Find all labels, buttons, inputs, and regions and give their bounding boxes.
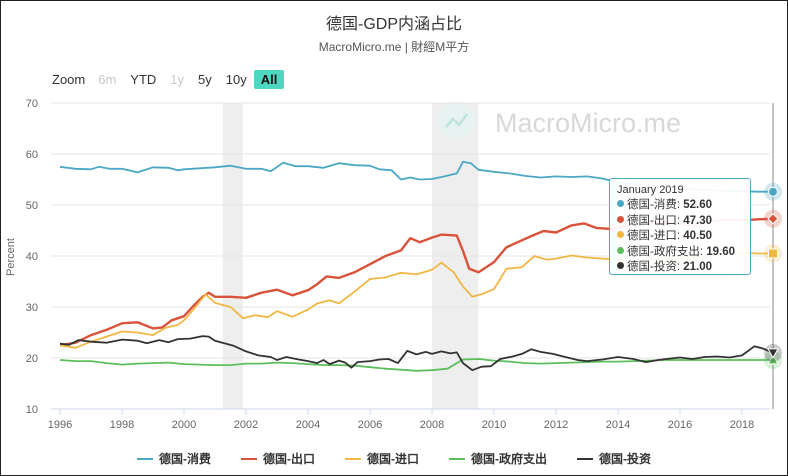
- legend-swatch: [577, 457, 593, 460]
- tooltip-dot-icon: [617, 262, 624, 269]
- watermark: MacroMicro.me: [437, 102, 681, 140]
- y-tick-label-30: 30: [26, 302, 38, 314]
- y-tick-label-70: 70: [26, 98, 38, 110]
- zoom-ytd-button[interactable]: YTD: [130, 71, 157, 87]
- y-tick-label-10: 10: [26, 404, 38, 416]
- tooltip-row-imports: 德国-进口: 40.50: [617, 229, 743, 245]
- chart-subtitle: MacroMicro.me | 財經M平方: [318, 40, 470, 54]
- y-tick-label-50: 50: [26, 200, 38, 212]
- zoom-1y-button[interactable]: 1y: [170, 71, 185, 87]
- hover-marker-1: [767, 213, 779, 225]
- tooltip-row-investment: 德国-投资: 21.00: [617, 260, 743, 276]
- tooltip-dot-icon: [617, 246, 624, 254]
- hover-marker-4: [767, 348, 779, 359]
- grid-lines: [51, 102, 770, 359]
- x-tick-label-1996: 1996: [48, 419, 72, 431]
- legend-item-government[interactable]: 德国-政府支出: [449, 450, 547, 467]
- x-tick-label-1998: 1998: [110, 419, 134, 431]
- legend-swatch: [137, 457, 153, 460]
- series-line-4: [59, 335, 774, 372]
- legend-swatch: [241, 457, 257, 460]
- tooltip-dot-icon: [617, 231, 624, 238]
- x-tick-label-2018: 2018: [730, 419, 754, 431]
- x-tick-label-2014: 2014: [606, 419, 630, 431]
- zoom-6m-button[interactable]: 6m: [98, 71, 117, 87]
- legend-item-consumption[interactable]: 德国-消费: [137, 450, 211, 467]
- y-tick-label-40: 40: [26, 251, 38, 263]
- y-axis: 10 20 30 40 50 60 70: [26, 98, 38, 416]
- zoom-5y-button[interactable]: 5y: [198, 71, 212, 87]
- x-tick-label-2016: 2016: [668, 419, 692, 431]
- series-line-3: [59, 358, 773, 372]
- hover-marker-2: [768, 248, 778, 259]
- hover-markers: [764, 182, 782, 370]
- hover-marker-0: [768, 186, 778, 197]
- x-axis: 1996 1998 2000 2002 2004 2006 2008 2010 2012 2014…: [48, 408, 770, 431]
- zoom-all-button[interactable]: All: [253, 69, 285, 89]
- x-tick-label-2008: 2008: [420, 419, 444, 431]
- watermark-logo-icon: [437, 102, 475, 140]
- zoom-bar: Zoom 6m YTD 1y 5y 10y All: [52, 68, 285, 90]
- tooltip-row-consumption: 德国-消费: 52.60: [617, 198, 743, 214]
- x-tick-label-2010: 2010: [482, 419, 506, 431]
- y-axis-label: Percent: [5, 238, 17, 276]
- tooltip: January 2019 德国-消费: 52.60 德国-出口: 47.30 德…: [609, 178, 751, 275]
- legend-item-exports[interactable]: 德国-出口: [241, 450, 315, 467]
- legend-swatch: [345, 457, 361, 460]
- zoom-10y-button[interactable]: 10y: [225, 71, 247, 87]
- zoom-label: Zoom: [52, 71, 86, 87]
- tooltip-dot-icon: [617, 215, 624, 223]
- chart-title: 德国-GDP内涵占比: [325, 16, 462, 33]
- x-tick-label-2012: 2012: [544, 419, 568, 431]
- y-tick-label-60: 60: [26, 149, 38, 161]
- legend-swatch: [449, 457, 465, 460]
- hover-marker-3: [767, 354, 779, 365]
- legend: 德国-消费 德国-出口 德国-进口 德国-政府支出 德国-投资: [0, 450, 788, 467]
- x-tick-label-2006: 2006: [358, 419, 382, 431]
- watermark-text: MacroMicro.me: [495, 108, 681, 138]
- legend-item-imports[interactable]: 德国-进口: [345, 450, 419, 467]
- x-tick-label-2004: 2004: [296, 419, 320, 431]
- x-tick-label-2000: 2000: [172, 419, 196, 431]
- tooltip-dot-icon: [617, 200, 624, 207]
- tooltip-row-exports: 德国-出口: 47.30: [617, 214, 743, 230]
- legend-item-investment[interactable]: 德国-投资: [577, 450, 651, 467]
- y-tick-label-20: 20: [26, 353, 38, 365]
- x-tick-label-2002: 2002: [234, 419, 258, 431]
- tooltip-row-government: 德国-政府支出: 19.60: [617, 245, 743, 261]
- tooltip-title: January 2019: [617, 184, 684, 196]
